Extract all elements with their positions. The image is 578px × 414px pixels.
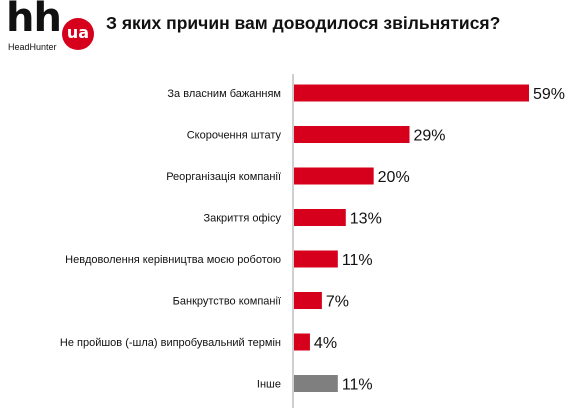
category-label: Реорганізація компанії [166, 171, 281, 183]
bar [294, 84, 529, 102]
category-label: Скорочення штату [187, 130, 282, 142]
bar [294, 250, 338, 268]
data-label: 29% [414, 128, 446, 145]
headhunter-logo: hh ua HeadHunter [6, 0, 98, 56]
category-label: За власним бажанням [167, 88, 281, 100]
category-label: Закриття офісу [203, 213, 281, 225]
bar [294, 209, 346, 226]
bar [294, 292, 322, 309]
logo-ua-badge: ua [62, 18, 94, 50]
category-label: Не пройшов (-шла) випробувальний термін [60, 337, 281, 349]
data-label: 7% [326, 294, 349, 311]
logo-hh-text: hh [6, 0, 62, 41]
category-label: Банкрутство компанії [173, 296, 281, 308]
bar [294, 167, 374, 185]
chart-title: З яких причин вам доводилося звільнятися… [106, 13, 501, 33]
data-label: 59% [533, 86, 565, 103]
data-label: 4% [314, 335, 337, 352]
data-label: 20% [378, 169, 410, 186]
category-label: Невдоволення керівництва моєю роботою [65, 254, 281, 266]
data-label: 13% [350, 211, 382, 228]
data-label: 11% [342, 252, 373, 269]
bar [294, 126, 410, 143]
logo-subtitle: HeadHunter [8, 42, 57, 52]
category-label: Інше [257, 379, 281, 391]
bar [294, 375, 338, 392]
bar [294, 333, 310, 351]
data-label: 11% [342, 377, 373, 394]
